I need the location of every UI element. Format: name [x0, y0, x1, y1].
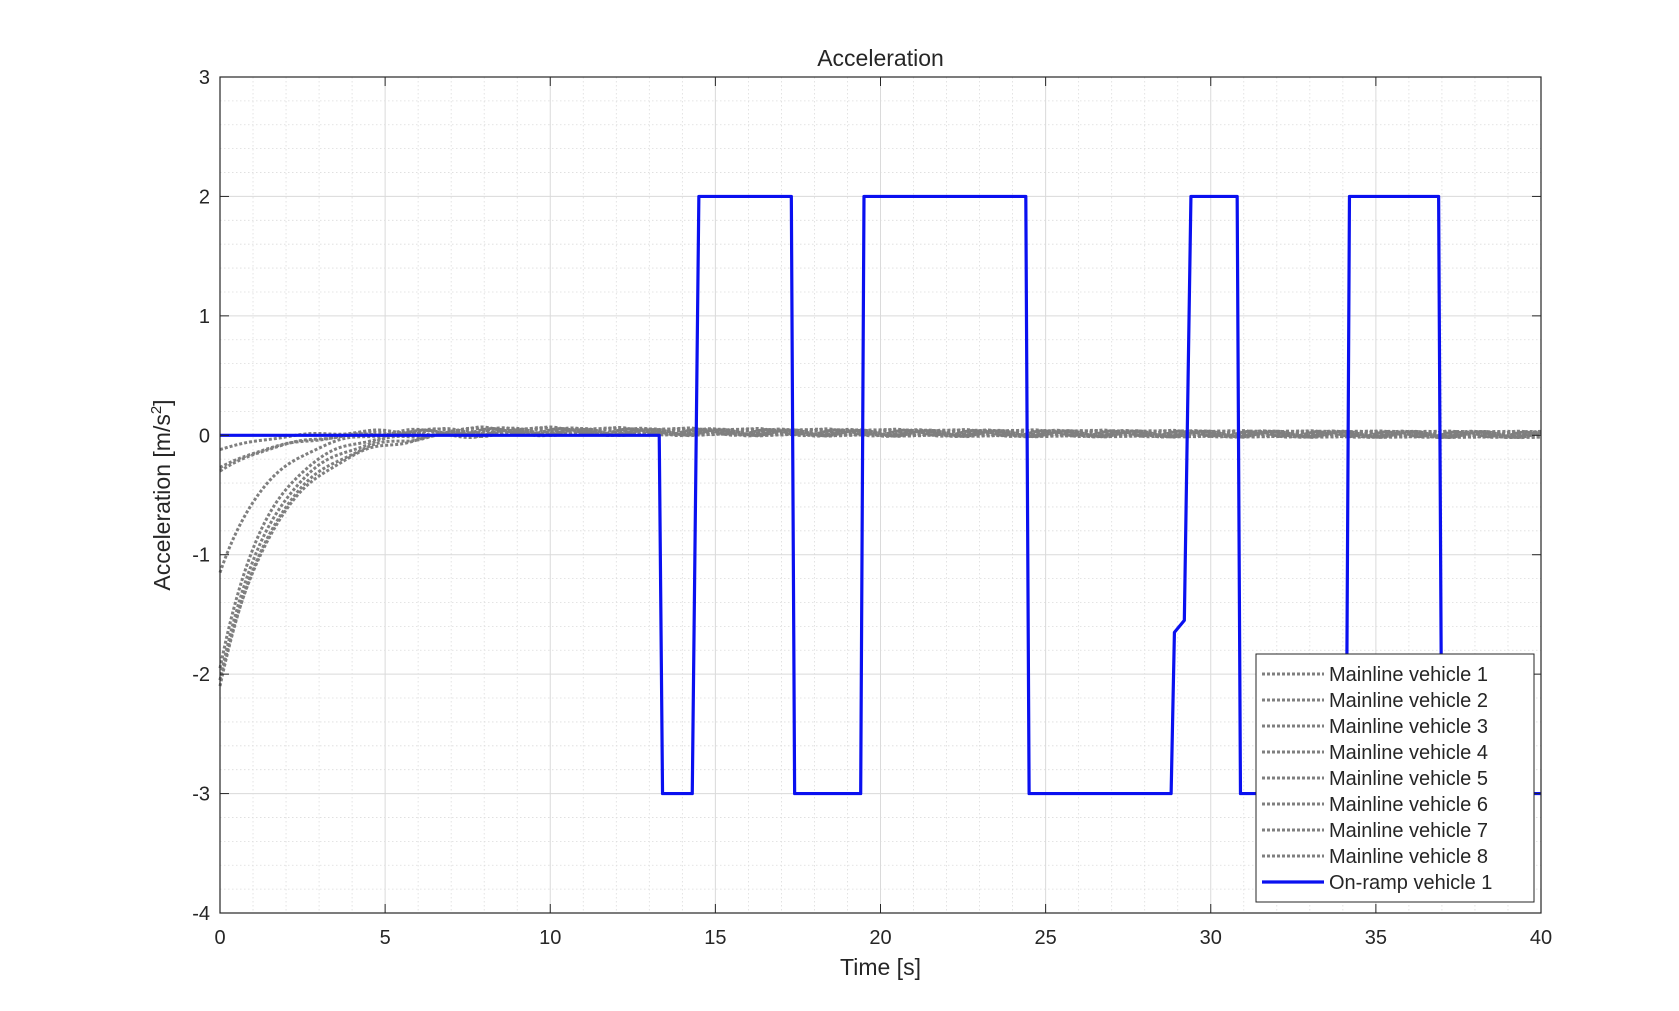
legend: Mainline vehicle 1 Mainline vehicle 2 Main… [1255, 653, 1535, 903]
plot-lines [218, 194, 1542, 796]
legend-entry: On-ramp vehicle 1 [1329, 872, 1492, 894]
legend-entry: Mainline vehicle 5 [1329, 768, 1488, 790]
axis-ticks: 0 5 10 15 20 25 30 35 40 -4 -3 -2 -1 0 1 2 3 [192, 67, 1552, 949]
series-line-9 [220, 194, 1541, 796]
x-tick-label: 30 [1200, 927, 1222, 949]
legend-entry: Mainline vehicle 8 [1329, 846, 1488, 868]
x-tick-label: 15 [704, 927, 726, 949]
x-tick-label: 10 [539, 927, 561, 949]
legend-entry: Mainline vehicle 3 [1329, 716, 1488, 738]
series-line-7 [218, 427, 1542, 687]
x-tick-label: 0 [214, 927, 225, 949]
legend-entry: Mainline vehicle 6 [1329, 794, 1488, 816]
y-tick-label: -3 [192, 784, 210, 806]
legend-entry: Mainline vehicle 2 [1329, 690, 1488, 712]
y-axis-label-text: Acceleration [m/s [149, 414, 175, 590]
y-tick-label: -2 [192, 664, 210, 686]
y-tick-label: 0 [199, 425, 210, 447]
legend-entry: Mainline vehicle 7 [1329, 820, 1488, 842]
x-tick-label: 35 [1365, 927, 1387, 949]
y-tick-label: 1 [199, 306, 210, 328]
chart-title: Acceleration [817, 45, 944, 71]
y-tick-label: -4 [192, 903, 210, 925]
y-axis-label-suffix: ] [149, 399, 175, 405]
x-tick-label: 5 [380, 927, 391, 949]
y-tick-label: 2 [199, 186, 210, 208]
y-axis-label-superscript: 2 [148, 406, 165, 414]
x-tick-label: 20 [869, 927, 891, 949]
y-tick-label: -1 [192, 545, 210, 567]
legend-entry: Mainline vehicle 1 [1329, 664, 1488, 686]
x-tick-label: 25 [1035, 927, 1057, 949]
x-tick-label: 40 [1530, 927, 1552, 949]
x-axis-label: Time [s] [840, 954, 921, 980]
legend-entry: Mainline vehicle 4 [1329, 742, 1488, 764]
y-axis-label: Acceleration [m/s2] [148, 399, 175, 590]
series-line-2 [219, 426, 1542, 473]
y-tick-label: 3 [199, 67, 210, 89]
